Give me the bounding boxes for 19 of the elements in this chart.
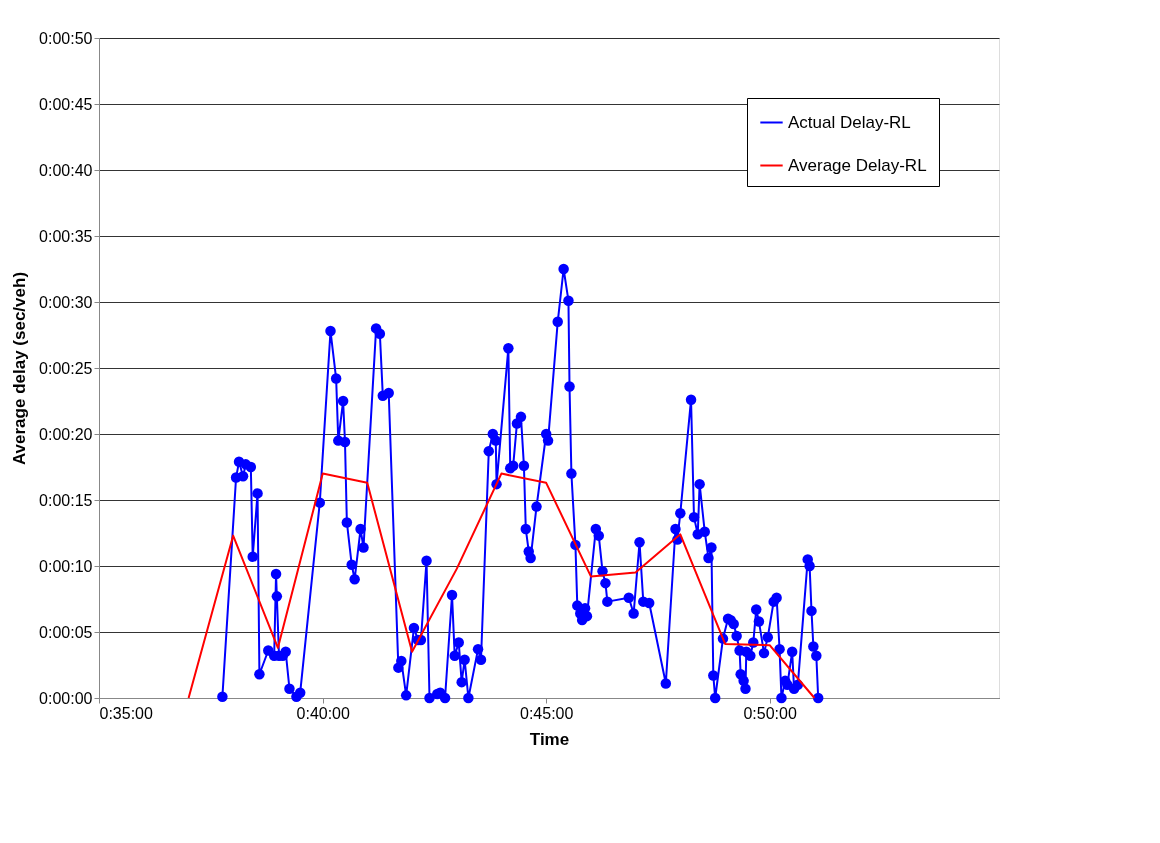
y-tick-label: 0:00:25 (39, 359, 93, 377)
y-tick-label: 0:00:15 (39, 491, 93, 509)
y-tick-label: 0:00:45 (39, 95, 93, 113)
y-tick-label: 0:00:00 (39, 689, 93, 707)
x-tick-label: 0:40:00 (296, 704, 351, 722)
x-tick-label: 0:35:00 (99, 704, 153, 722)
y-tick-label: 0:00:35 (39, 227, 93, 245)
x-tick-label: 0:45:00 (519, 704, 574, 722)
legend-label: Actual Delay-RL (788, 112, 911, 132)
y-tick-label: 0:00:05 (39, 623, 93, 641)
x-axis-title: Time (529, 729, 570, 749)
y-tick-label: 0:00:20 (39, 425, 93, 443)
y-tick-label: 0:00:40 (39, 161, 93, 179)
y-tick-label: 0:00:30 (39, 293, 93, 311)
y-axis-title: Average delay (sec/veh) (10, 271, 30, 466)
x-tick-label: 0:50:00 (743, 704, 797, 722)
legend-label: Average Delay-RL (788, 155, 927, 175)
y-tick-label: 0:00:50 (39, 29, 93, 47)
y-tick-label: 0:00:10 (39, 557, 93, 575)
